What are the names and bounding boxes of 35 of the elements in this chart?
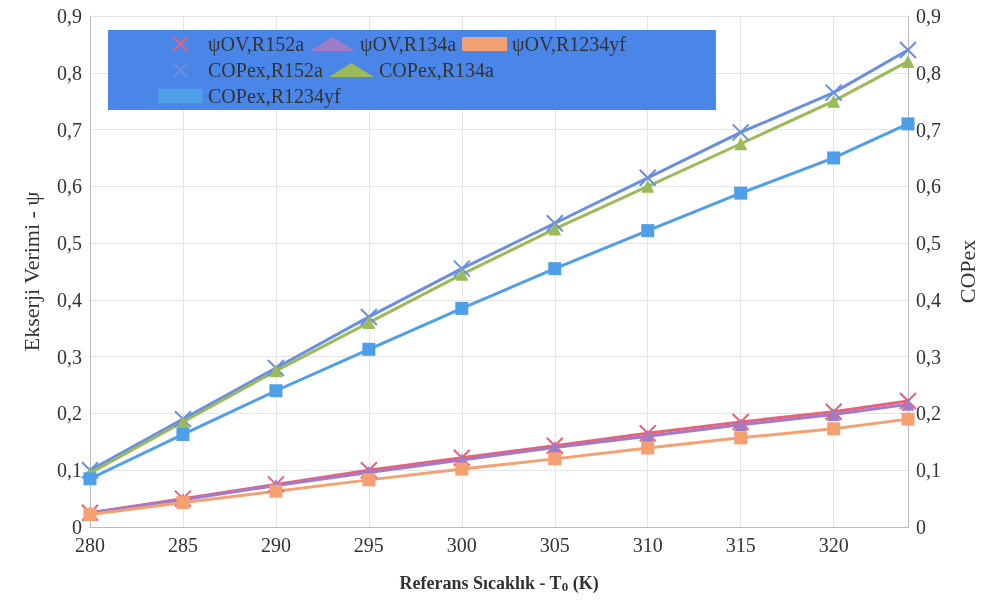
y-tick-label: 0,2 xyxy=(57,402,82,425)
y-axis-title: Ekserji Verimi - ψ xyxy=(18,191,44,352)
x-tick-label: 285 xyxy=(167,534,198,556)
y2-tick-label: 0,4 xyxy=(916,288,941,311)
x-tick-label: 320 xyxy=(818,534,849,556)
y-tick-label: 0,6 xyxy=(57,175,82,198)
y-tick-label: 0,5 xyxy=(57,232,82,255)
y2-tick-label: 0,1 xyxy=(916,459,941,482)
legend-label: ψOV,R134a xyxy=(360,33,457,56)
y2-tick-label: 0,6 xyxy=(916,175,941,198)
y-tick-label: 0,3 xyxy=(57,345,82,368)
y-tick-label: 0,8 xyxy=(57,61,82,84)
legend-label: ψOV,R1234yf xyxy=(512,33,627,56)
x-tick-label: 310 xyxy=(632,534,663,556)
legend-label: COPex,R1234yf xyxy=(208,85,342,108)
x-tick-label: 295 xyxy=(353,534,384,556)
legend-label: COPex,R152a xyxy=(208,59,324,81)
x-tick-label: 315 xyxy=(725,534,756,556)
x-tick-label: 305 xyxy=(539,534,570,556)
legend-label: ψOV,R152a xyxy=(208,33,305,56)
x-tick-label: 300 xyxy=(446,534,477,556)
y2-tick-label: 0,2 xyxy=(916,402,941,425)
y2-tick-label: 0,5 xyxy=(916,232,941,255)
y-tick-label: 0,7 xyxy=(57,118,82,141)
y2-tick-label: 0,9 xyxy=(916,5,941,27)
y-tick-label: 0,4 xyxy=(57,288,82,311)
x-tick-label: 290 xyxy=(260,534,291,556)
y2-tick-label: 0 xyxy=(916,516,926,538)
y2-tick-label: 0,3 xyxy=(916,345,941,368)
y-tick-label: 0,1 xyxy=(57,459,82,482)
legend-label: COPex,R134a xyxy=(379,59,495,81)
y2-tick-label: 0,7 xyxy=(916,118,941,141)
y2-axis-title: COPex xyxy=(954,239,980,304)
y-tick-label: 0,9 xyxy=(57,5,82,27)
y2-tick-label: 0,8 xyxy=(916,61,941,84)
